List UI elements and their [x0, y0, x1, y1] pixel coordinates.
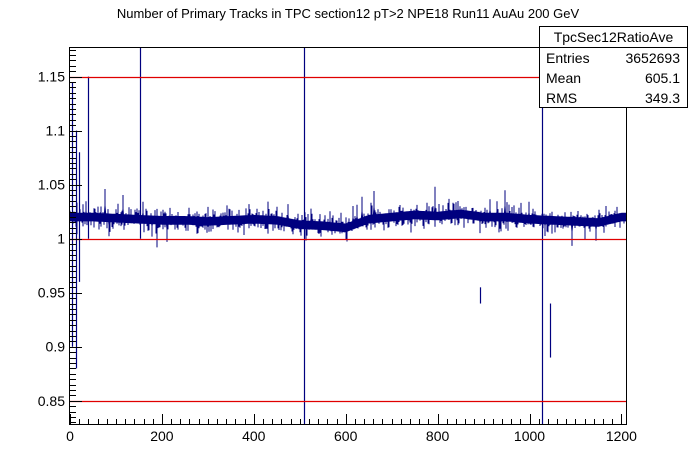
y-axis: 0.85 0.9 0.95 1 1.05 1.1 1.15	[38, 50, 82, 423]
chart-title: Number of Primary Tracks in TPC section1…	[116, 6, 580, 21]
plot-frame	[69, 47, 627, 425]
stats-value: 349.3	[644, 90, 680, 106]
x-tick-label: 200	[150, 428, 174, 444]
statistics-box: TpcSec12RatioAve Entries 3652693 Mean 60…	[539, 26, 688, 108]
histogram-name: TpcSec12RatioAve	[540, 27, 687, 48]
stats-label: RMS	[546, 90, 578, 106]
x-tick-label: 600	[334, 428, 358, 444]
stats-value: 605.1	[644, 70, 680, 86]
x-tick-label: 1200	[606, 428, 637, 444]
x-tick-label: 1000	[514, 428, 545, 444]
reference-lines	[70, 76, 626, 403]
x-tick-label: 0	[66, 428, 74, 444]
histogram-data-layer	[69, 48, 627, 424]
stats-row-rms: RMS 349.3	[540, 88, 687, 108]
stats-row-mean: Mean 605.1	[540, 68, 687, 88]
x-tick-label: 400	[242, 428, 266, 444]
stats-label: Mean	[546, 70, 582, 86]
y-tick-label: 1.05	[38, 177, 65, 193]
y-tick-label: 0.9	[46, 339, 66, 355]
stats-value: 3652693	[625, 50, 680, 66]
stats-row-entries: Entries 3652693	[540, 48, 687, 68]
stats-label: Entries	[546, 50, 590, 66]
y-tick-label: 1.1	[46, 123, 66, 139]
x-tick-label: 800	[426, 428, 450, 444]
y-tick-label: 0.95	[38, 285, 65, 301]
x-axis: 0 200 400 600 800 1000 1200	[66, 414, 637, 444]
y-tick-label: 1.15	[38, 69, 65, 85]
y-tick-label: 0.85	[38, 393, 65, 409]
y-tick-label: 1	[57, 231, 65, 247]
